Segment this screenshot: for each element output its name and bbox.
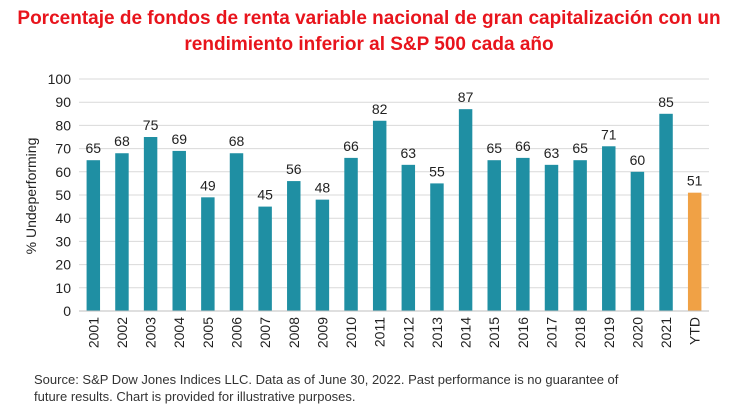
x-tick-label-2018: 2018 (572, 317, 588, 348)
y-axis-label: % Undeperforming (23, 138, 39, 255)
data-label-2008: 56 (286, 161, 302, 177)
x-tick-label-2002: 2002 (114, 317, 130, 348)
bar-2006 (229, 153, 244, 311)
data-label-2010: 66 (343, 138, 359, 154)
x-tick-label-2016: 2016 (515, 317, 531, 348)
x-tick-label-2014: 2014 (458, 317, 474, 348)
x-tick-label-2021: 2021 (658, 317, 674, 348)
bar-2005 (201, 197, 215, 311)
x-tick-label-2001: 2001 (85, 317, 101, 348)
data-labels: 65 68 75 69 49 68 45 56 48 66 82 63 55 87 65 66 63 65 71 60… (86, 89, 703, 202)
x-tick-label-2007: 2007 (257, 317, 273, 348)
data-label-2018: 65 (572, 140, 588, 156)
data-label-2004: 69 (171, 131, 187, 147)
data-label-2001: 65 (86, 140, 102, 156)
data-label-2015: 65 (486, 140, 502, 156)
y-tick-label-0: 0 (63, 303, 71, 319)
bar-2008 (287, 181, 301, 311)
bar-2001 (86, 160, 101, 311)
y-axis-ticks: 0 10 20 30 40 50 60 70 80 90 100 (48, 71, 72, 319)
x-tick-label-2013: 2013 (429, 317, 445, 348)
bar-2012 (401, 164, 416, 311)
data-label-2005: 49 (200, 177, 216, 193)
bar-2021 (659, 113, 673, 311)
chart-title: Porcentaje de fondos de renta variable n… (0, 6, 738, 58)
x-tick-label-2005: 2005 (200, 317, 216, 348)
x-tick-label-2012: 2012 (400, 317, 416, 348)
bar-chart: 0 10 20 30 40 50 60 70 80 90 100 65 68 75 69 49 68 45 56 4… (23, 71, 709, 348)
bar-2018 (573, 160, 587, 311)
bar-2004 (172, 150, 186, 311)
y-tick-label-30: 30 (55, 233, 71, 249)
y-tick-label-40: 40 (55, 210, 71, 226)
chart-title-line-1: Porcentaje de fondos de renta variable n… (17, 8, 721, 29)
data-label-2002: 68 (114, 133, 130, 149)
bar-2013 (430, 183, 444, 311)
chart-title-line-2: rendimiento inferior al S&P 500 cada año (184, 34, 554, 55)
y-tick-label-50: 50 (55, 187, 71, 203)
x-tick-label-2004: 2004 (171, 317, 187, 348)
y-tick-label-20: 20 (55, 257, 71, 273)
x-tick-label-2006: 2006 (229, 317, 245, 348)
bar-2019 (602, 146, 616, 311)
source-line-1: Source: S&P Dow Jones Indices LLC. Data … (34, 372, 619, 387)
y-tick-label-90: 90 (55, 94, 71, 110)
x-tick-label-2003: 2003 (143, 317, 159, 348)
x-tick-label-YTD: YTD (687, 317, 703, 345)
y-tick-label-70: 70 (55, 141, 71, 157)
data-label-2003: 75 (143, 117, 159, 133)
data-label-YTD: 51 (687, 173, 703, 189)
bar-2011 (372, 120, 387, 311)
x-tick-label-2015: 2015 (486, 317, 502, 348)
bar-2014 (458, 109, 473, 311)
x-axis-ticks: 2001 2002 2003 2004 2005 2006 2007 2008 2009 2010… (85, 317, 702, 348)
y-tick-label-100: 100 (48, 71, 72, 87)
x-tick-label-2019: 2019 (601, 317, 617, 348)
y-tick-label-10: 10 (55, 280, 71, 296)
bar-2002 (115, 153, 129, 311)
bar-2017 (544, 164, 559, 311)
data-label-2021: 85 (658, 94, 674, 110)
bars (86, 109, 702, 311)
source-line-2: future results. Chart is provided for il… (34, 389, 356, 404)
data-label-2006: 68 (229, 133, 245, 149)
data-label-2011: 82 (372, 101, 388, 117)
x-tick-label-2017: 2017 (544, 317, 560, 348)
x-tick-label-2010: 2010 (343, 317, 359, 348)
y-tick-label-80: 80 (55, 117, 71, 133)
data-label-2012: 63 (401, 145, 417, 161)
x-tick-label-2009: 2009 (314, 317, 330, 348)
source-note: Source: S&P Dow Jones Indices LLC. Data … (34, 371, 724, 405)
y-tick-label-60: 60 (55, 164, 71, 180)
data-label-2016: 66 (515, 138, 531, 154)
bar-2009 (315, 199, 330, 311)
data-label-2009: 48 (315, 180, 331, 196)
bar-2016 (516, 157, 530, 311)
data-label-2007: 45 (257, 187, 273, 203)
data-label-2020: 60 (630, 152, 646, 168)
bar-2020 (630, 171, 645, 311)
bar-2007 (258, 206, 272, 311)
data-label-2017: 63 (544, 145, 560, 161)
x-tick-label-2011: 2011 (372, 317, 388, 347)
data-label-2013: 55 (429, 163, 445, 179)
x-tick-label-2020: 2020 (629, 317, 645, 348)
bar-YTD (687, 192, 702, 311)
data-label-2014: 87 (458, 89, 474, 105)
bar-2010 (344, 157, 358, 311)
x-tick-label-2008: 2008 (286, 317, 302, 348)
bar-2015 (487, 160, 501, 311)
bar-2003 (143, 137, 158, 311)
data-label-2019: 71 (601, 126, 617, 142)
